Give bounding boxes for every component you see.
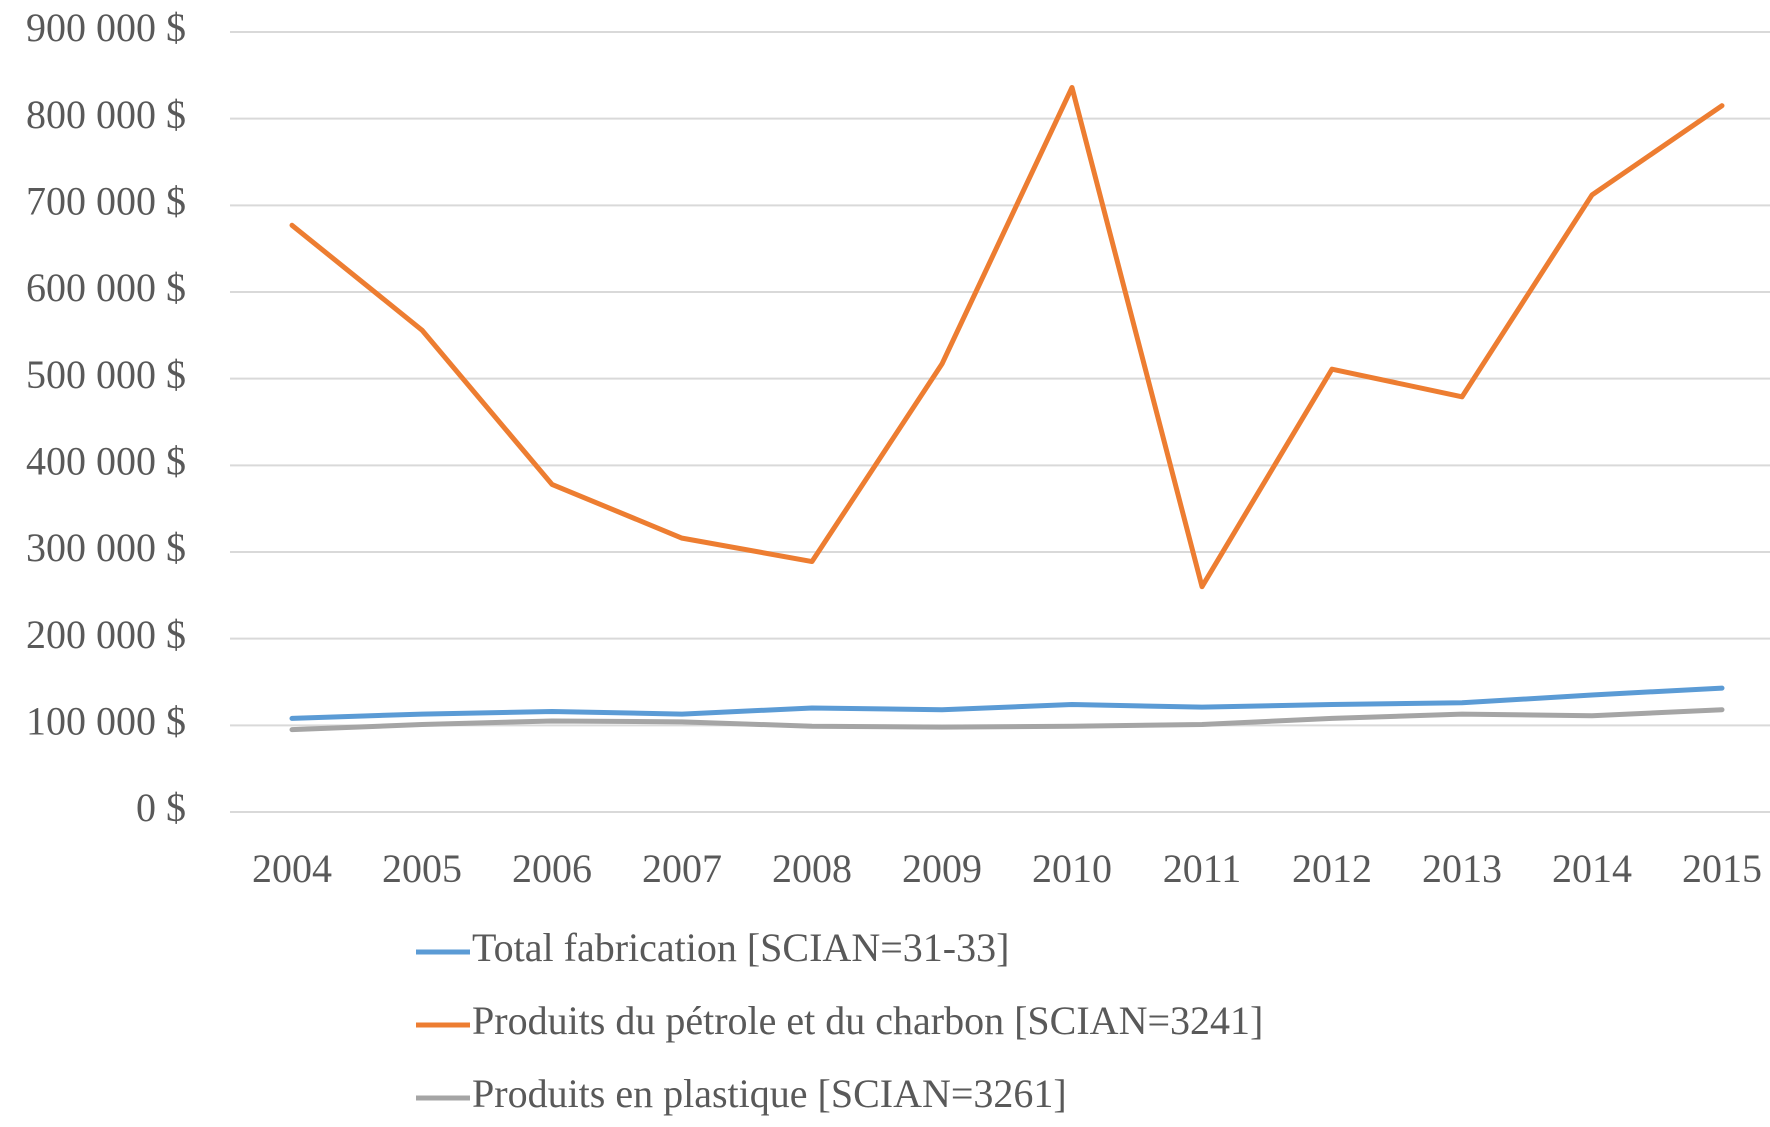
y-tick-label: 0 $ — [136, 785, 186, 830]
y-tick-label: 700 000 $ — [26, 179, 186, 224]
y-tick-label: 900 000 $ — [26, 5, 186, 50]
y-tick-label: 800 000 $ — [26, 92, 186, 137]
series-line — [289, 707, 1725, 733]
y-tick-label: 400 000 $ — [26, 439, 186, 484]
x-tick-label: 2004 — [252, 846, 332, 891]
x-tick-label: 2011 — [1163, 846, 1242, 891]
x-tick-label: 2005 — [382, 846, 462, 891]
x-tick-label: 2013 — [1422, 846, 1502, 891]
legend-label: Produits en plastique [SCIAN=3261] — [472, 1071, 1067, 1116]
y-tick-label: 200 000 $ — [26, 612, 186, 657]
x-tick-label: 2008 — [772, 846, 852, 891]
x-tick-label: 2010 — [1032, 846, 1112, 891]
series-line — [289, 685, 1725, 721]
x-tick-label: 2012 — [1292, 846, 1372, 891]
y-tick-label: 500 000 $ — [26, 352, 186, 397]
y-tick-label: 100 000 $ — [26, 699, 186, 744]
legend-label: Produits du pétrole et du charbon [SCIAN… — [472, 998, 1263, 1043]
y-tick-label: 300 000 $ — [26, 525, 186, 570]
x-tick-label: 2009 — [902, 846, 982, 891]
x-tick-label: 2014 — [1552, 846, 1632, 891]
y-tick-label: 600 000 $ — [26, 265, 186, 310]
x-tick-label: 2007 — [642, 846, 722, 891]
x-tick-label: 2015 — [1682, 846, 1762, 891]
series-line — [289, 84, 1725, 590]
legend-label: Total fabrication [SCIAN=31-33] — [472, 925, 1009, 970]
x-tick-label: 2006 — [512, 846, 592, 891]
